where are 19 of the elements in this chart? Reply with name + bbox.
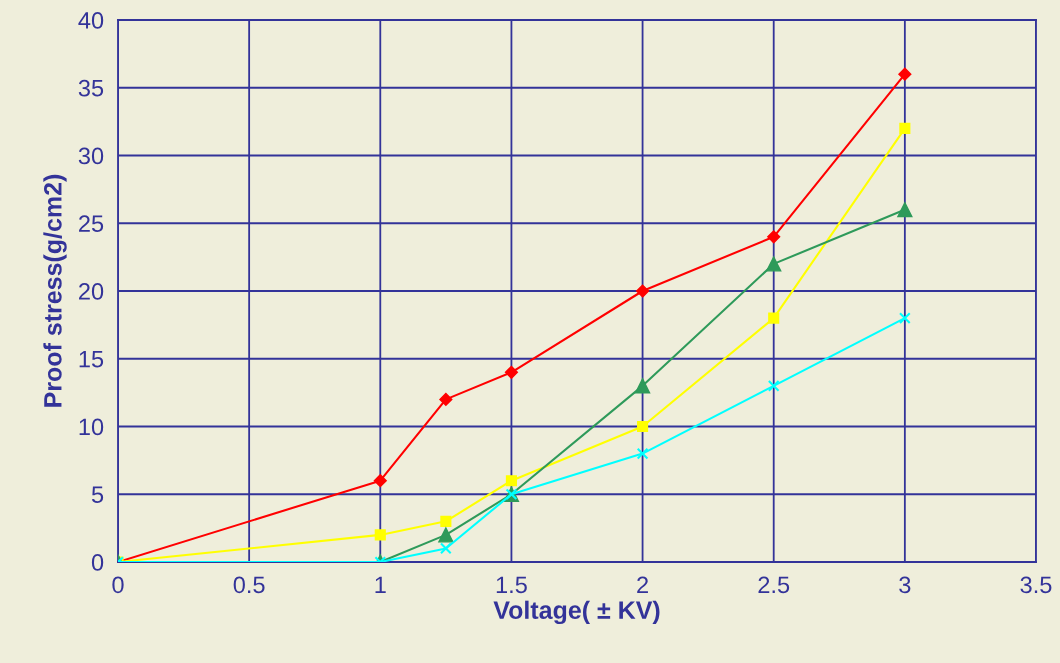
y-tick-label: 35 bbox=[78, 79, 104, 97]
y-tick-label: 15 bbox=[79, 351, 104, 368]
x-tick-label: 0.5 bbox=[233, 576, 265, 594]
x-tick-label: 0 bbox=[112, 576, 124, 594]
y-tick-label: 25 bbox=[79, 215, 104, 233]
y-tick-label: 10 bbox=[79, 418, 104, 436]
y-tick-label: 5 bbox=[91, 486, 104, 504]
x-tick-label: 3 bbox=[899, 576, 911, 594]
x-tick-label: 1 bbox=[375, 576, 386, 593]
y-tick-label: 40 bbox=[78, 12, 104, 29]
x-tick-label: 2 bbox=[637, 576, 648, 593]
x-tick-label: 1.5 bbox=[496, 576, 527, 594]
y-axis-title: Proof stress(g/cm2) bbox=[43, 174, 67, 407]
y-tick-label: 20 bbox=[79, 283, 104, 300]
y-tick-label: 30 bbox=[78, 147, 104, 165]
x-axis-title: Voltage( ± KV) bbox=[493, 600, 660, 625]
y-tick-label: 0 bbox=[91, 554, 104, 571]
x-tick-label: 2.5 bbox=[758, 576, 790, 594]
x-tick-label: 3.5 bbox=[1020, 576, 1052, 594]
